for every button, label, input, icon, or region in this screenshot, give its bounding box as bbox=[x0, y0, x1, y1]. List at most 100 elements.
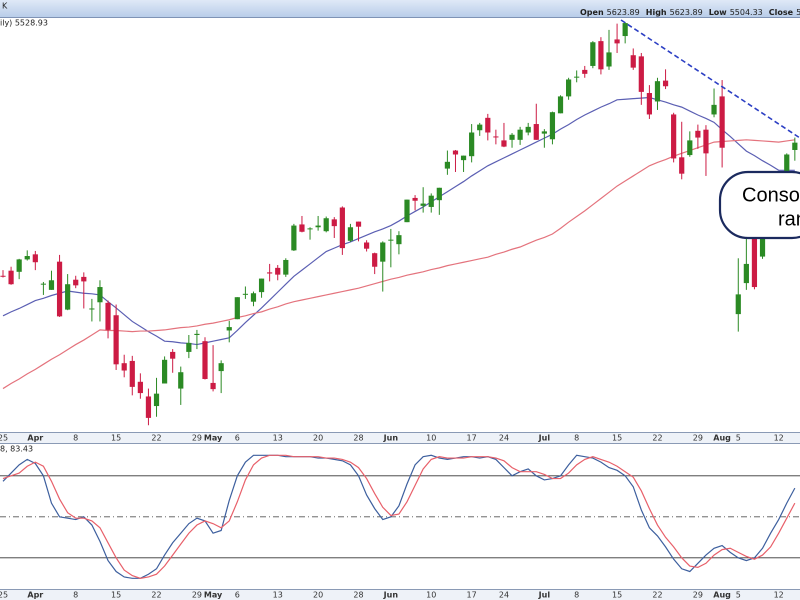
quote-label: Open bbox=[580, 8, 604, 17]
x-tick-label: 6 bbox=[235, 591, 240, 600]
x-tick-label: 22 bbox=[652, 434, 662, 443]
candle-body bbox=[501, 140, 507, 147]
candle-body bbox=[113, 315, 119, 365]
quote-value: 5504.33 bbox=[730, 8, 763, 17]
candle-body bbox=[703, 129, 709, 154]
x-tick-label: 29 bbox=[693, 434, 703, 443]
candle-body bbox=[16, 259, 22, 272]
candle-body bbox=[582, 69, 588, 74]
candle-body bbox=[32, 254, 38, 263]
candle-body bbox=[566, 79, 572, 97]
candle-body bbox=[81, 276, 87, 282]
x-tick-label: Jun bbox=[383, 591, 399, 600]
candle-body bbox=[364, 242, 370, 249]
candle-body bbox=[784, 154, 790, 188]
candle-body bbox=[630, 55, 636, 68]
candle-body bbox=[509, 134, 515, 140]
x-tick-label: Jul bbox=[538, 434, 551, 443]
candle-body bbox=[557, 96, 564, 114]
candle-body bbox=[170, 351, 176, 359]
candle-body bbox=[73, 279, 79, 286]
x-tick-label: 17 bbox=[467, 434, 477, 443]
candle-body bbox=[719, 96, 725, 148]
x-tick-label: Jun bbox=[383, 434, 399, 443]
candle-body bbox=[218, 363, 224, 372]
x-tick-label: 24 bbox=[499, 434, 509, 443]
candle-body bbox=[315, 225, 321, 228]
candle-body bbox=[97, 287, 103, 303]
candle-body bbox=[202, 341, 208, 379]
x-tick-label: 29 bbox=[693, 591, 703, 600]
candle-body bbox=[436, 187, 442, 201]
candle-body bbox=[347, 227, 354, 241]
quote-value: 5528.93 bbox=[796, 8, 800, 17]
x-tick-label: Aug bbox=[713, 434, 731, 443]
stoch-legend: 8, 83.43 bbox=[0, 445, 33, 454]
candle-body bbox=[590, 42, 596, 66]
candle-body bbox=[679, 157, 685, 174]
line-series bbox=[2, 96, 795, 346]
header-title: K bbox=[2, 2, 8, 11]
x-tick-label: 28 bbox=[353, 591, 363, 600]
candle-body bbox=[388, 239, 394, 241]
candle-body bbox=[275, 267, 281, 275]
candle-body bbox=[735, 294, 741, 315]
quote-label: Low bbox=[709, 8, 728, 17]
x-tick-label: 25 bbox=[0, 591, 8, 600]
x-tick-label: 13 bbox=[273, 434, 283, 443]
candle-body bbox=[412, 197, 418, 201]
quote-value: 5623.89 bbox=[607, 8, 640, 17]
trend-line bbox=[620, 19, 800, 139]
candle-body bbox=[267, 272, 273, 274]
candle-body bbox=[307, 228, 313, 230]
candle-body bbox=[533, 124, 539, 140]
candle-body bbox=[638, 56, 644, 92]
x-tick-label: 25 bbox=[0, 434, 8, 443]
x-tick-label: Aug bbox=[713, 591, 731, 600]
line-series bbox=[2, 454, 796, 579]
x-tick-label: 15 bbox=[612, 434, 622, 443]
x-tick-label: 10 bbox=[426, 434, 436, 443]
x-tick-label: 8 bbox=[73, 591, 78, 600]
x-tick-label: 12 bbox=[774, 591, 784, 600]
candle-body bbox=[65, 284, 71, 310]
candle-body bbox=[695, 130, 701, 138]
candle-body bbox=[299, 224, 305, 232]
candle-body bbox=[242, 293, 248, 295]
candle-body bbox=[48, 280, 55, 290]
candle-body bbox=[145, 396, 152, 418]
x-tick-label: 22 bbox=[151, 591, 161, 600]
candle-body bbox=[234, 297, 240, 320]
x-tick-label: 8 bbox=[574, 434, 579, 443]
x-tick-label: 29 bbox=[192, 591, 202, 600]
x-tick-label: 17 bbox=[467, 591, 477, 600]
candle-body bbox=[24, 256, 30, 260]
candle-body bbox=[751, 234, 758, 288]
x-tick-label: 20 bbox=[313, 591, 323, 600]
candle-body bbox=[646, 93, 652, 115]
x-tick-label: 8 bbox=[574, 591, 579, 600]
candle-body bbox=[574, 76, 580, 78]
date-axis-strip bbox=[0, 432, 800, 443]
candle-body bbox=[372, 253, 378, 267]
candle-body bbox=[420, 203, 426, 206]
x-tick-label: Apr bbox=[27, 434, 43, 443]
x-tick-label: 13 bbox=[273, 591, 283, 600]
candle-body bbox=[614, 39, 620, 44]
candle-body bbox=[331, 219, 337, 227]
candle-body bbox=[792, 142, 798, 150]
candle-body bbox=[493, 136, 499, 138]
x-tick-label: 29 bbox=[192, 434, 202, 443]
candle-body bbox=[711, 104, 717, 115]
candle-body bbox=[460, 155, 467, 161]
candle-body bbox=[469, 132, 475, 157]
candle-body bbox=[743, 263, 749, 284]
candle-body bbox=[477, 124, 483, 131]
candle-body bbox=[186, 342, 192, 352]
x-tick-label: May bbox=[204, 591, 223, 600]
candle-body bbox=[258, 278, 265, 293]
candle-body bbox=[606, 52, 612, 67]
line-series bbox=[2, 139, 795, 390]
candle-body bbox=[121, 363, 127, 371]
